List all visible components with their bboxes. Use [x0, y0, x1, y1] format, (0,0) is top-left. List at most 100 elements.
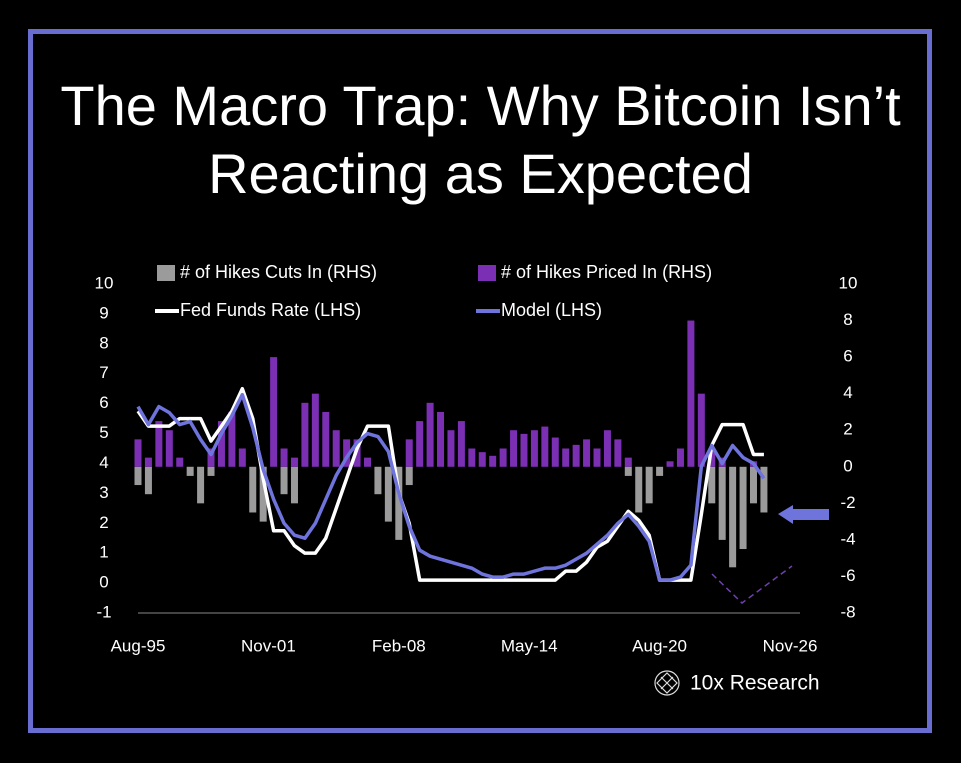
legend-swatch [157, 265, 175, 281]
bar [593, 448, 601, 467]
bar [687, 320, 695, 467]
bar [238, 448, 246, 467]
bar [176, 457, 184, 467]
frame [28, 29, 932, 733]
legend-swatch [478, 265, 496, 281]
bar [405, 466, 413, 486]
bar [416, 421, 424, 467]
bar [729, 466, 737, 568]
y-tick-label: 1 [99, 543, 108, 562]
bar [583, 439, 591, 467]
y-tick-label: 2 [99, 513, 108, 532]
bar [530, 430, 538, 467]
bar [614, 439, 622, 467]
bar [499, 448, 507, 467]
x-tick-label: Aug-95 [111, 636, 166, 655]
bar [572, 444, 580, 467]
line [136, 392, 766, 582]
bar [259, 466, 267, 522]
bar [603, 430, 611, 467]
y-tick-label: 3 [99, 483, 108, 502]
annotation-v [711, 565, 793, 604]
source: 10x Research [690, 672, 820, 695]
y-tick-label: 6 [99, 393, 108, 412]
bar [186, 466, 194, 476]
bar [270, 357, 278, 467]
y2-tick-label: -2 [840, 493, 855, 512]
x-tick-label: Nov-01 [241, 636, 296, 655]
legend-label: # of Hikes Cuts In (RHS) [180, 262, 377, 282]
annotation-arrow [778, 505, 829, 524]
bar [520, 433, 528, 467]
chart-title: The Macro Trap: Why Bitcoin Isn’t Reacti… [60, 74, 901, 205]
y-tick-label: 0 [99, 573, 108, 592]
bar [134, 439, 142, 467]
bar [144, 457, 152, 467]
x-tick-label: Feb-08 [372, 636, 426, 655]
legend-label: Fed Funds Rate (LHS) [180, 300, 361, 320]
y2-tick-label: -6 [840, 566, 855, 585]
bar [405, 439, 413, 467]
y-tick-label: 9 [99, 303, 108, 322]
bar [364, 457, 372, 467]
y-tick-label: 10 [95, 273, 114, 292]
bar [541, 426, 549, 467]
y-tick-label: 4 [99, 453, 108, 472]
legend-label: # of Hikes Priced In (RHS) [501, 262, 712, 282]
bar [562, 448, 570, 467]
bar [249, 466, 257, 513]
bar [624, 466, 632, 476]
bar [510, 430, 518, 467]
bar [134, 466, 142, 486]
bar [708, 466, 716, 504]
y2-tick-label: -4 [840, 529, 855, 548]
bar [197, 466, 205, 504]
y2-tick-label: 0 [843, 456, 852, 475]
bar [468, 448, 476, 467]
bar [635, 466, 643, 513]
bar [437, 411, 445, 467]
bar [760, 466, 768, 513]
bar [656, 466, 664, 476]
bar [311, 393, 319, 467]
bar [155, 421, 163, 467]
bar [217, 421, 225, 467]
bar [374, 466, 382, 495]
bar [478, 452, 486, 467]
bar [676, 448, 684, 467]
bar [280, 448, 288, 467]
bar [207, 466, 215, 476]
bar [457, 421, 465, 467]
legend-label: Model (LHS) [501, 300, 602, 320]
bar [343, 439, 351, 467]
y2-tick-label: 2 [843, 420, 852, 439]
y-tick-label: 8 [99, 333, 108, 352]
bar [395, 466, 403, 540]
bar [322, 411, 330, 467]
x-tick-label: Aug-20 [632, 636, 687, 655]
bar [384, 466, 392, 522]
bar [749, 466, 757, 504]
y-tick-label: -1 [96, 602, 111, 621]
x-tick-label: May-14 [501, 636, 558, 655]
y2-tick-label: 6 [843, 347, 852, 366]
bar [551, 437, 559, 467]
bar [301, 402, 309, 467]
bar [666, 461, 674, 467]
bar [739, 466, 747, 550]
bar [144, 466, 152, 495]
bar [290, 466, 298, 504]
x-tick-label: Nov-26 [763, 636, 818, 655]
logo [654, 670, 680, 696]
y2-tick-label: 10 [839, 273, 858, 292]
bar [207, 448, 215, 467]
bar [697, 393, 705, 467]
bar [332, 430, 340, 467]
bar [228, 411, 236, 467]
y-tick-label: 7 [99, 363, 108, 382]
y2-tick-label: 8 [843, 310, 852, 329]
bar [624, 457, 632, 467]
bar [447, 430, 455, 467]
bar [165, 430, 173, 467]
